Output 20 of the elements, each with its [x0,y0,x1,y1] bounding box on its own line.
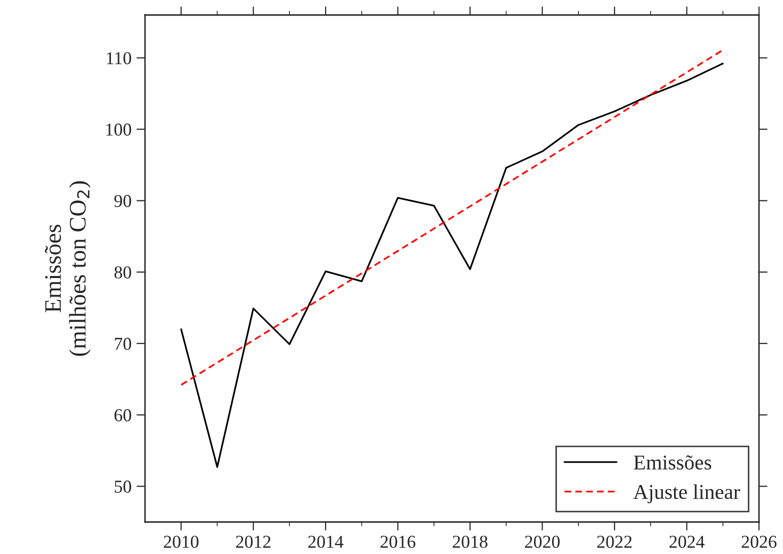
y-tick-label: 100 [106,124,132,136]
x-tick-label: 2018 [452,536,488,548]
x-tick-label: 2016 [380,536,416,548]
legend-label: Emissões [634,455,712,470]
y-tick-label: 80 [114,266,132,279]
x-tick-label: 2026 [742,536,777,548]
y-tick-label: 90 [114,194,132,208]
x-tick-label: 2012 [236,536,270,548]
y-axis-title: Emissões (milhões ton CO$_{2}$) [44,181,91,356]
line-series [180,62,724,468]
x-tick-label: 2022 [597,536,632,548]
y-tick-label: 60 [114,409,132,422]
y-tick-label: 50 [114,480,132,493]
x-tick-label: 2024 [670,536,705,548]
y-tick-label: 70 [114,338,132,350]
x-tick-label: 2014 [308,536,344,548]
x-tick-label: 2020 [525,536,560,548]
legend-label: Ajuste linear [633,484,740,504]
x-tick-label: 2010 [164,536,198,548]
y-tick-label: 110 [106,52,132,64]
